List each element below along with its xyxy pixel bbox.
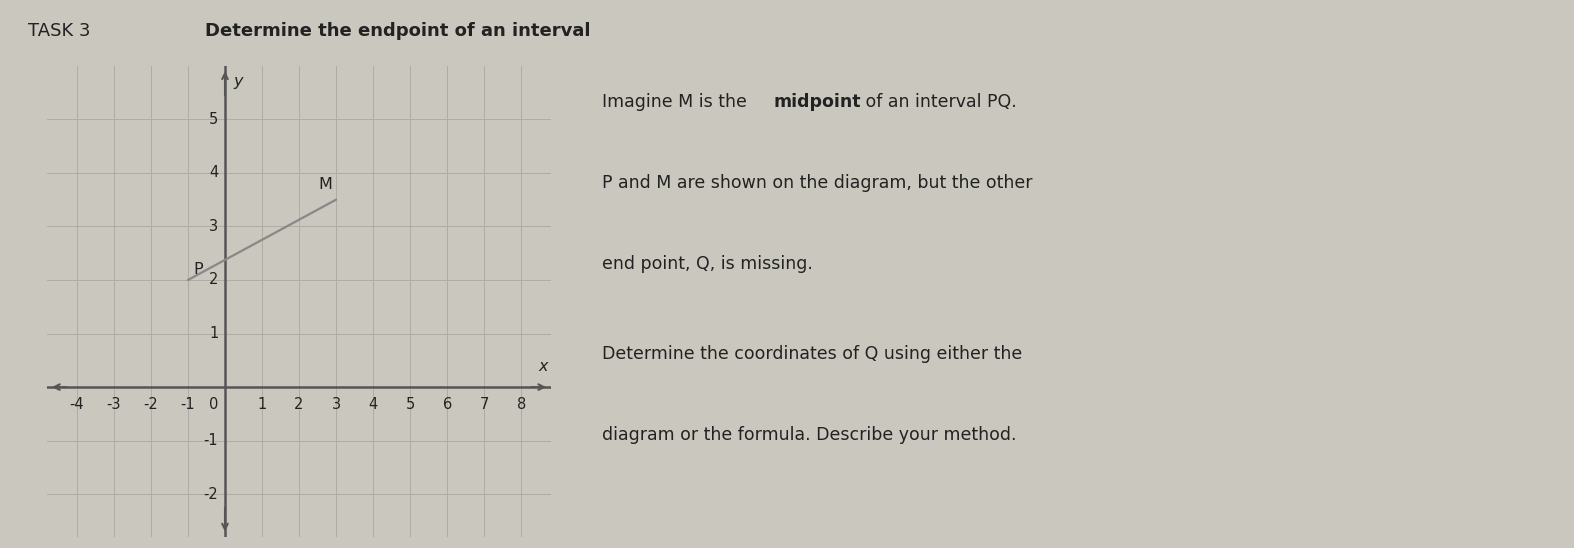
Text: -3: -3	[107, 397, 121, 412]
Text: -1: -1	[203, 433, 219, 448]
Text: 5: 5	[406, 397, 416, 412]
Text: 0: 0	[209, 397, 219, 412]
Text: 3: 3	[332, 397, 340, 412]
Text: 6: 6	[442, 397, 452, 412]
Text: x: x	[538, 359, 548, 374]
Text: 3: 3	[209, 219, 219, 234]
Text: 5: 5	[209, 112, 219, 127]
Text: midpoint: midpoint	[774, 93, 861, 111]
Text: 4: 4	[368, 397, 378, 412]
Text: 4: 4	[209, 165, 219, 180]
Text: Determine the endpoint of an interval: Determine the endpoint of an interval	[205, 22, 590, 40]
Text: Determine the coordinates of Q using either the: Determine the coordinates of Q using eit…	[601, 345, 1022, 363]
Text: -2: -2	[203, 487, 219, 502]
Text: TASK 3: TASK 3	[28, 22, 91, 40]
Text: M: M	[318, 176, 332, 192]
Text: end point, Q, is missing.: end point, Q, is missing.	[601, 255, 812, 273]
Text: -2: -2	[143, 397, 159, 412]
Text: 1: 1	[209, 326, 219, 341]
Text: -1: -1	[181, 397, 195, 412]
Text: P: P	[194, 262, 203, 277]
Text: -4: -4	[69, 397, 83, 412]
Text: P and M are shown on the diagram, but the other: P and M are shown on the diagram, but th…	[601, 174, 1033, 192]
Text: Imagine M is the: Imagine M is the	[601, 93, 752, 111]
Text: 2: 2	[209, 272, 219, 288]
Text: 8: 8	[516, 397, 526, 412]
Text: 1: 1	[258, 397, 266, 412]
Text: 2: 2	[294, 397, 304, 412]
Text: y: y	[233, 74, 242, 89]
Text: diagram or the formula. Describe your method.: diagram or the formula. Describe your me…	[601, 426, 1017, 444]
Text: 7: 7	[480, 397, 490, 412]
Text: of an interval PQ.: of an interval PQ.	[859, 93, 1017, 111]
